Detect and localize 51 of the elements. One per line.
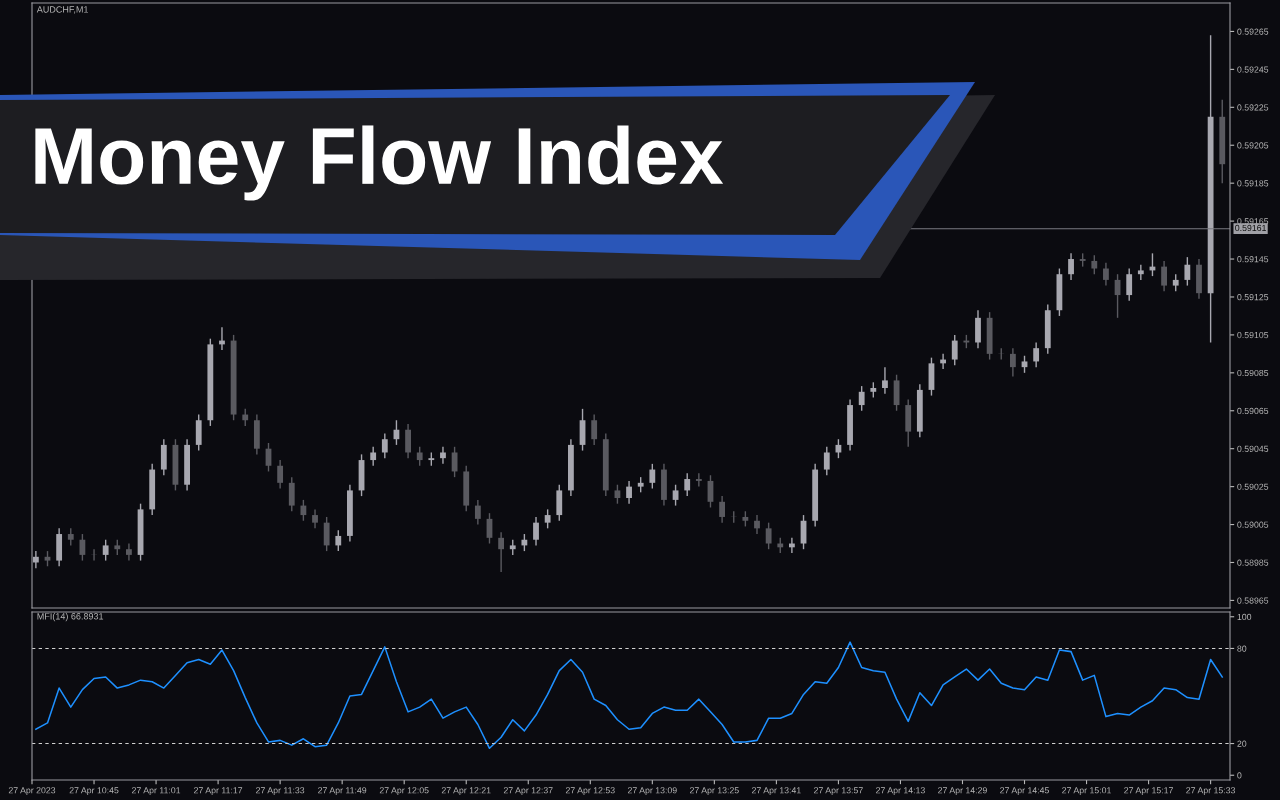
annotation: MFI(14) 66.8931	[37, 612, 104, 622]
x-tick-label: 27 Apr 11:01	[132, 787, 181, 796]
y-tick-label: 0.59185	[1237, 180, 1269, 187]
x-tick-label: 27 Apr 12:21	[441, 787, 491, 796]
x-tick-label: 27 Apr 11:33	[256, 787, 305, 796]
y-tick-label: 0.58965	[1237, 597, 1269, 604]
candlestick	[823, 446, 830, 476]
y-tick-label: 0.59225	[1237, 104, 1269, 111]
y-tick-label: 80	[1237, 645, 1247, 652]
ref-line-label: 0.59161	[1235, 224, 1266, 232]
x-tick-label: 27 Apr 12:05	[379, 787, 429, 796]
y-tick-label: 0.59085	[1237, 369, 1269, 377]
x-tick-label: 27 Apr 10:45	[69, 787, 119, 796]
candlestick	[102, 539, 109, 562]
x-tick-label: 27 Apr 15:17	[1124, 787, 1173, 796]
x-tick-label: 27 Apr 15:33	[1186, 787, 1236, 796]
x-tick-label: 27 Apr 15:01	[1062, 787, 1111, 796]
y-tick-label: 0.59005	[1237, 521, 1269, 528]
y-tick-label: 0.59065	[1237, 407, 1269, 415]
candlestick	[544, 508, 551, 530]
y-tick-label: 0	[1237, 772, 1242, 779]
x-tick-label: 27 Apr 13:09	[627, 787, 677, 796]
y-tick-label: 0.59165	[1237, 218, 1269, 225]
y-tick-label: 0.59125	[1237, 294, 1269, 301]
x-tick-label: 27 Apr 14:45	[1000, 787, 1049, 796]
x-tick-label: 27 Apr 12:37	[503, 787, 553, 796]
annotation: AUDCHF,M1	[36, 6, 89, 14]
y-tick-label: 100	[1237, 613, 1252, 621]
candlestick	[1091, 254, 1098, 275]
y-tick-label: 0.59205	[1237, 142, 1269, 149]
line-series	[35, 641, 1224, 750]
x-tick-label: 27 Apr 14:29	[938, 787, 987, 796]
x-tick-label: 27 Apr 14:13	[876, 787, 925, 796]
y-tick-label: 0.59145	[1237, 256, 1269, 263]
x-tick-label: 27 Apr 13:25	[689, 787, 739, 796]
y-tick-label: 0.59045	[1237, 445, 1269, 452]
y-tick-label: 0.58985	[1237, 559, 1269, 566]
y-tick-label: 0.59105	[1237, 331, 1269, 339]
x-tick-label: 27 Apr 13:57	[814, 787, 863, 796]
candlestick	[416, 446, 423, 467]
x-tick-label: 27 Apr 11:17	[194, 787, 243, 796]
candlestick	[765, 521, 772, 550]
y-tick-label: 20	[1237, 740, 1247, 747]
y-tick-label: 0.59265	[1237, 28, 1269, 35]
x-tick-label: 27 Apr 12:53	[565, 787, 615, 796]
y-tick-label: 0.59245	[1237, 66, 1269, 73]
y-tick-label: 0.59025	[1237, 483, 1269, 490]
x-tick-label: 27 Apr 2023	[8, 787, 56, 796]
text: Money Flow Index	[35, 125, 724, 201]
x-tick-label: 27 Apr 11:49	[318, 787, 367, 796]
x-tick-label: 27 Apr 13:41	[752, 787, 801, 796]
